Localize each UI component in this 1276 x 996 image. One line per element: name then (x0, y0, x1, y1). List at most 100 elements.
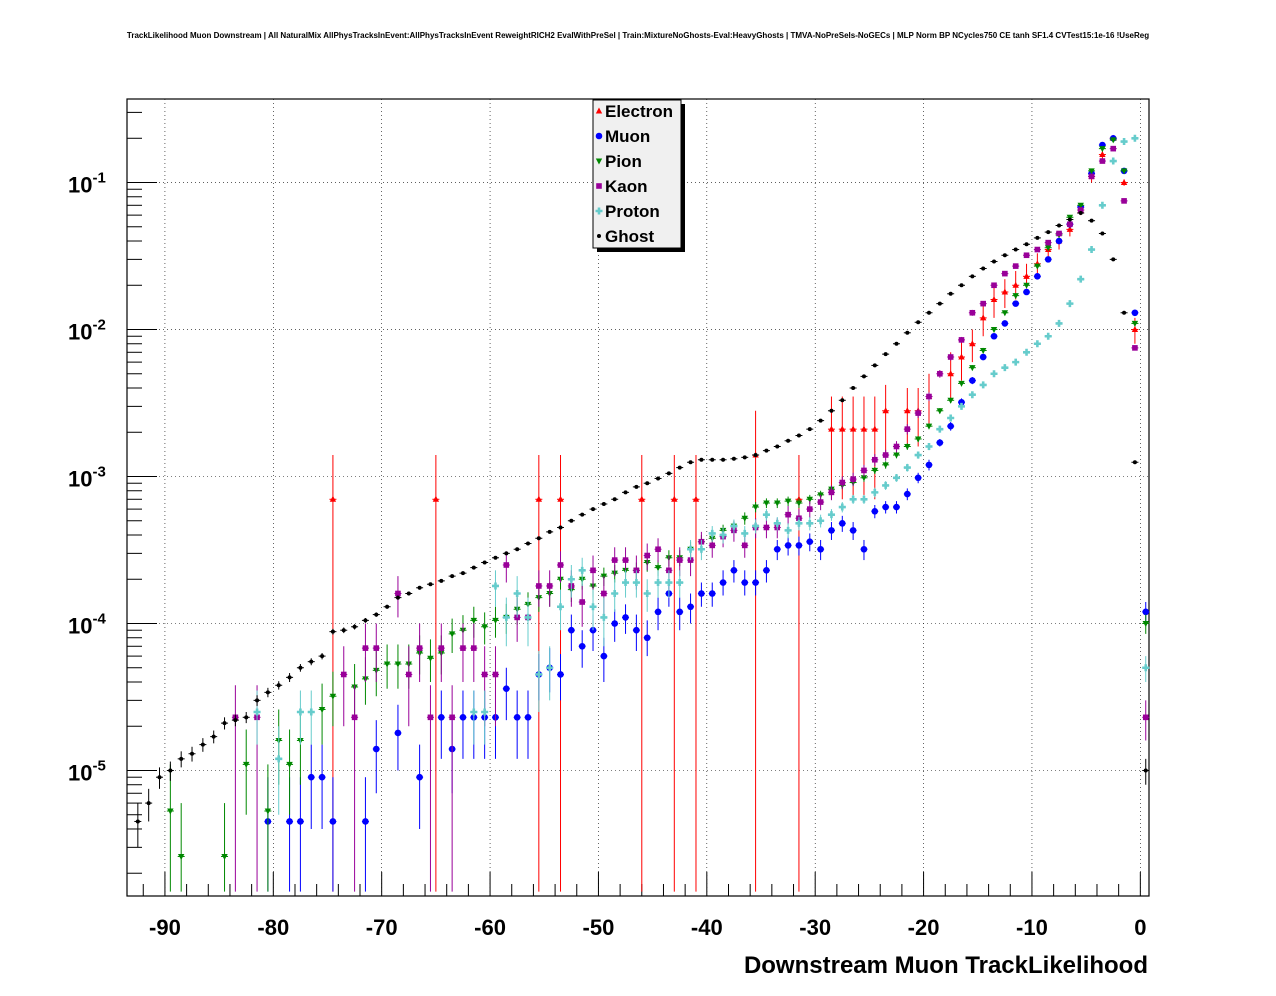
data-point (297, 818, 304, 825)
x-tick-label: -10 (1016, 915, 1048, 940)
data-point (471, 565, 476, 570)
data-point (1067, 217, 1072, 222)
data-point (632, 579, 640, 587)
data-point (871, 488, 879, 496)
data-point (298, 665, 303, 670)
data-point (1120, 168, 1128, 175)
data-point (904, 444, 911, 451)
data-point (536, 536, 541, 541)
data-point (892, 474, 900, 482)
data-point (774, 500, 781, 507)
data-point (969, 365, 976, 372)
data-point (752, 522, 760, 530)
data-point (372, 745, 380, 753)
data-point (244, 715, 249, 720)
data-point (146, 801, 151, 806)
data-point (1142, 608, 1150, 616)
data-point (406, 591, 411, 596)
x-tick-label: -90 (149, 915, 181, 940)
data-point (731, 456, 736, 461)
data-point (1142, 664, 1150, 672)
data-point (341, 628, 346, 633)
data-point (905, 330, 910, 335)
data-point (437, 714, 445, 721)
data-point (460, 571, 465, 576)
data-point (600, 652, 608, 660)
data-point (719, 531, 727, 539)
data-point (1023, 272, 1030, 279)
data-point (1034, 246, 1041, 253)
data-point (432, 495, 440, 502)
data-point (450, 574, 455, 579)
data-point (567, 575, 575, 583)
data-point (1131, 309, 1139, 317)
data-point (775, 444, 780, 449)
data-point (676, 608, 684, 616)
data-point (893, 503, 900, 511)
data-point (784, 542, 792, 549)
data-point (1066, 300, 1074, 308)
data-point (860, 425, 868, 432)
data-point (1100, 231, 1105, 236)
data-point (926, 393, 932, 400)
data-point (1013, 247, 1018, 252)
data-point (330, 629, 335, 634)
data-point (177, 853, 185, 860)
data-point (915, 410, 921, 416)
data-point (157, 775, 162, 780)
x-axis-title: Downstream Muon TrackLikelihood (744, 952, 1148, 979)
data-point (1067, 221, 1073, 228)
data-point (872, 363, 877, 368)
data-point (513, 714, 521, 721)
data-point (990, 296, 998, 303)
data-point (710, 457, 715, 462)
data-point (1142, 714, 1149, 721)
data-point (893, 452, 900, 459)
data-point (601, 502, 606, 507)
data-point (1001, 364, 1009, 372)
data-point (1046, 230, 1051, 235)
data-point (752, 579, 759, 586)
data-point (925, 423, 933, 430)
data-point (1131, 320, 1139, 327)
y-tick-label: 10-1 (68, 170, 106, 198)
data-point (482, 560, 487, 565)
data-point (524, 613, 532, 621)
data-point (1001, 320, 1009, 327)
data-point (894, 341, 899, 346)
data-point (1099, 151, 1106, 158)
data-point (318, 773, 326, 781)
data-point (860, 545, 868, 553)
data-point (947, 370, 954, 377)
data-point (329, 495, 337, 502)
data-point (470, 708, 478, 716)
data-point (1077, 207, 1084, 213)
data-point (828, 425, 835, 432)
data-point (687, 603, 694, 611)
data-point (264, 808, 272, 815)
data-point (708, 590, 716, 597)
data-point (676, 579, 684, 587)
data-point (958, 398, 965, 406)
data-point (1143, 768, 1148, 773)
data-point (470, 617, 478, 624)
x-tick-label: -20 (908, 915, 940, 940)
legend-marker-ghost (597, 234, 601, 238)
data-point (839, 425, 846, 432)
data-point (666, 471, 671, 476)
data-point (438, 645, 445, 651)
data-point (578, 642, 586, 650)
data-point (536, 583, 542, 589)
data-point (590, 567, 596, 574)
data-point (784, 498, 792, 505)
data-point (937, 370, 943, 377)
data-point (243, 761, 250, 768)
data-point (1045, 239, 1052, 246)
legend-label-kaon: Kaon (605, 177, 648, 196)
data-point (981, 266, 986, 271)
data-point (882, 462, 889, 469)
data-point (806, 496, 813, 503)
data-point (383, 661, 391, 668)
series-layer (134, 134, 1150, 892)
data-point (287, 675, 292, 680)
